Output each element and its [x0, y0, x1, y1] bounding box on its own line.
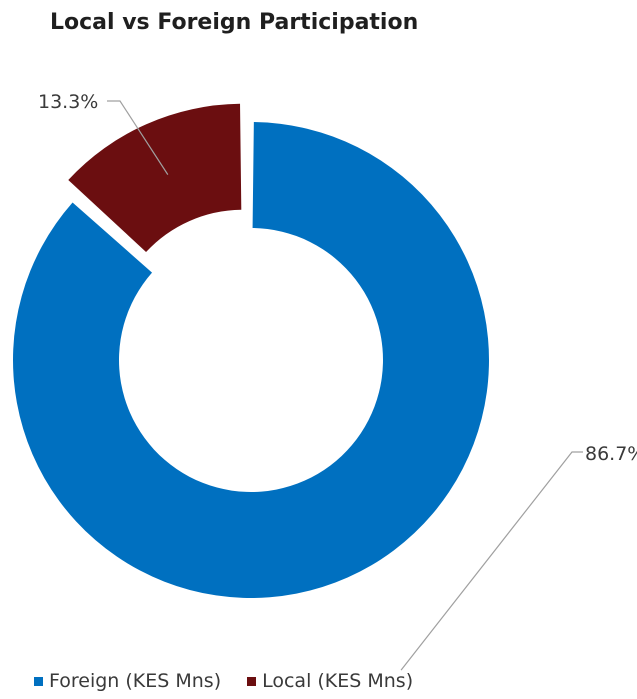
legend: Foreign (KES Mns) Local (KES Mns) [34, 670, 413, 692]
legend-item-foreign[interactable]: Foreign (KES Mns) [34, 670, 221, 692]
legend-label-foreign: Foreign (KES Mns) [49, 670, 222, 692]
chart-title: Local vs Foreign Participation [50, 10, 419, 35]
slice-local[interactable] [68, 103, 242, 253]
legend-swatch-foreign [34, 676, 43, 686]
data-label-foreign: 86.7% [585, 443, 637, 465]
data-label-local: 13.3% [38, 91, 98, 113]
legend-swatch-local [247, 676, 257, 686]
legend-label-local: Local (KES Mns) [262, 670, 414, 692]
leader-line-local [107, 100, 169, 175]
slice-foreign[interactable] [12, 122, 490, 598]
legend-item-local[interactable]: Local (KES Mns) [247, 670, 413, 692]
leader-line-foreign [400, 451, 583, 671]
